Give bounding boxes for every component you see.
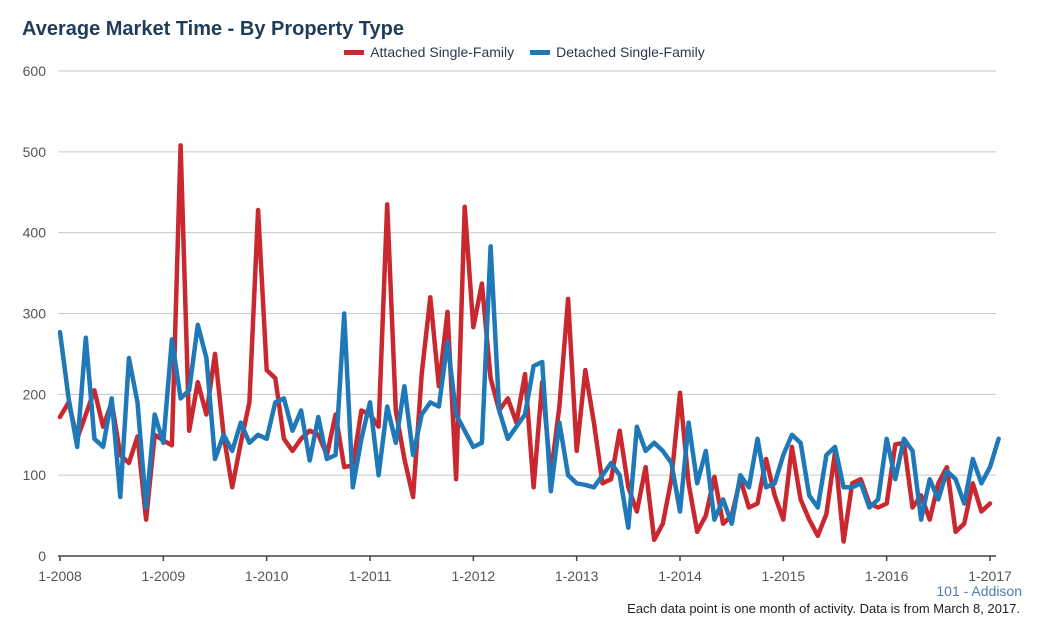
region-label: 101 - Addison [936, 583, 1022, 599]
legend-swatch-detached [530, 49, 551, 55]
series-line-attached[interactable] [57, 143, 993, 544]
x-tick-label: 1-2014 [658, 568, 702, 584]
x-tick-label: 1-2013 [555, 568, 599, 584]
x-tick-label: 1-2015 [762, 568, 806, 584]
axes: 0 100 200 300 400 500 600 1-2008 1-2009 1-2010 1-2… [23, 63, 1012, 584]
legend-item-detached[interactable]: Detached Single-Family [530, 44, 705, 60]
y-tick-label: 600 [23, 63, 47, 79]
y-tick-label: 500 [23, 144, 47, 160]
legend-swatch-attached [344, 49, 365, 55]
series-line-detached[interactable] [57, 244, 1001, 530]
y-tick-label: 300 [23, 306, 47, 322]
x-tick-label: 1-2017 [968, 568, 1012, 584]
x-tick-label: 1-2009 [142, 568, 186, 584]
x-tick-label: 1-2011 [349, 568, 392, 584]
series-lines [57, 143, 1001, 544]
x-tick-label: 1-2010 [245, 568, 289, 584]
y-tick-label: 100 [23, 467, 47, 483]
legend-item-attached[interactable]: Attached Single-Family [344, 44, 514, 60]
footer-note: Each data point is one month of activity… [627, 601, 1020, 616]
y-tick-label: 400 [23, 225, 47, 241]
x-tick-label: 1-2016 [865, 568, 909, 584]
y-tick-label: 0 [38, 548, 46, 564]
y-tick-label: 200 [23, 386, 47, 402]
legend-label-attached: Attached Single-Family [370, 44, 515, 60]
chart-title: Average Market Time - By Property Type [22, 18, 404, 40]
x-tick-label: 1-2008 [38, 568, 82, 584]
legend-label-detached: Detached Single-Family [556, 44, 705, 60]
x-tick-label: 1-2012 [452, 568, 496, 584]
chart-legend: Attached Single-Family Detached Single-F… [0, 44, 1049, 60]
